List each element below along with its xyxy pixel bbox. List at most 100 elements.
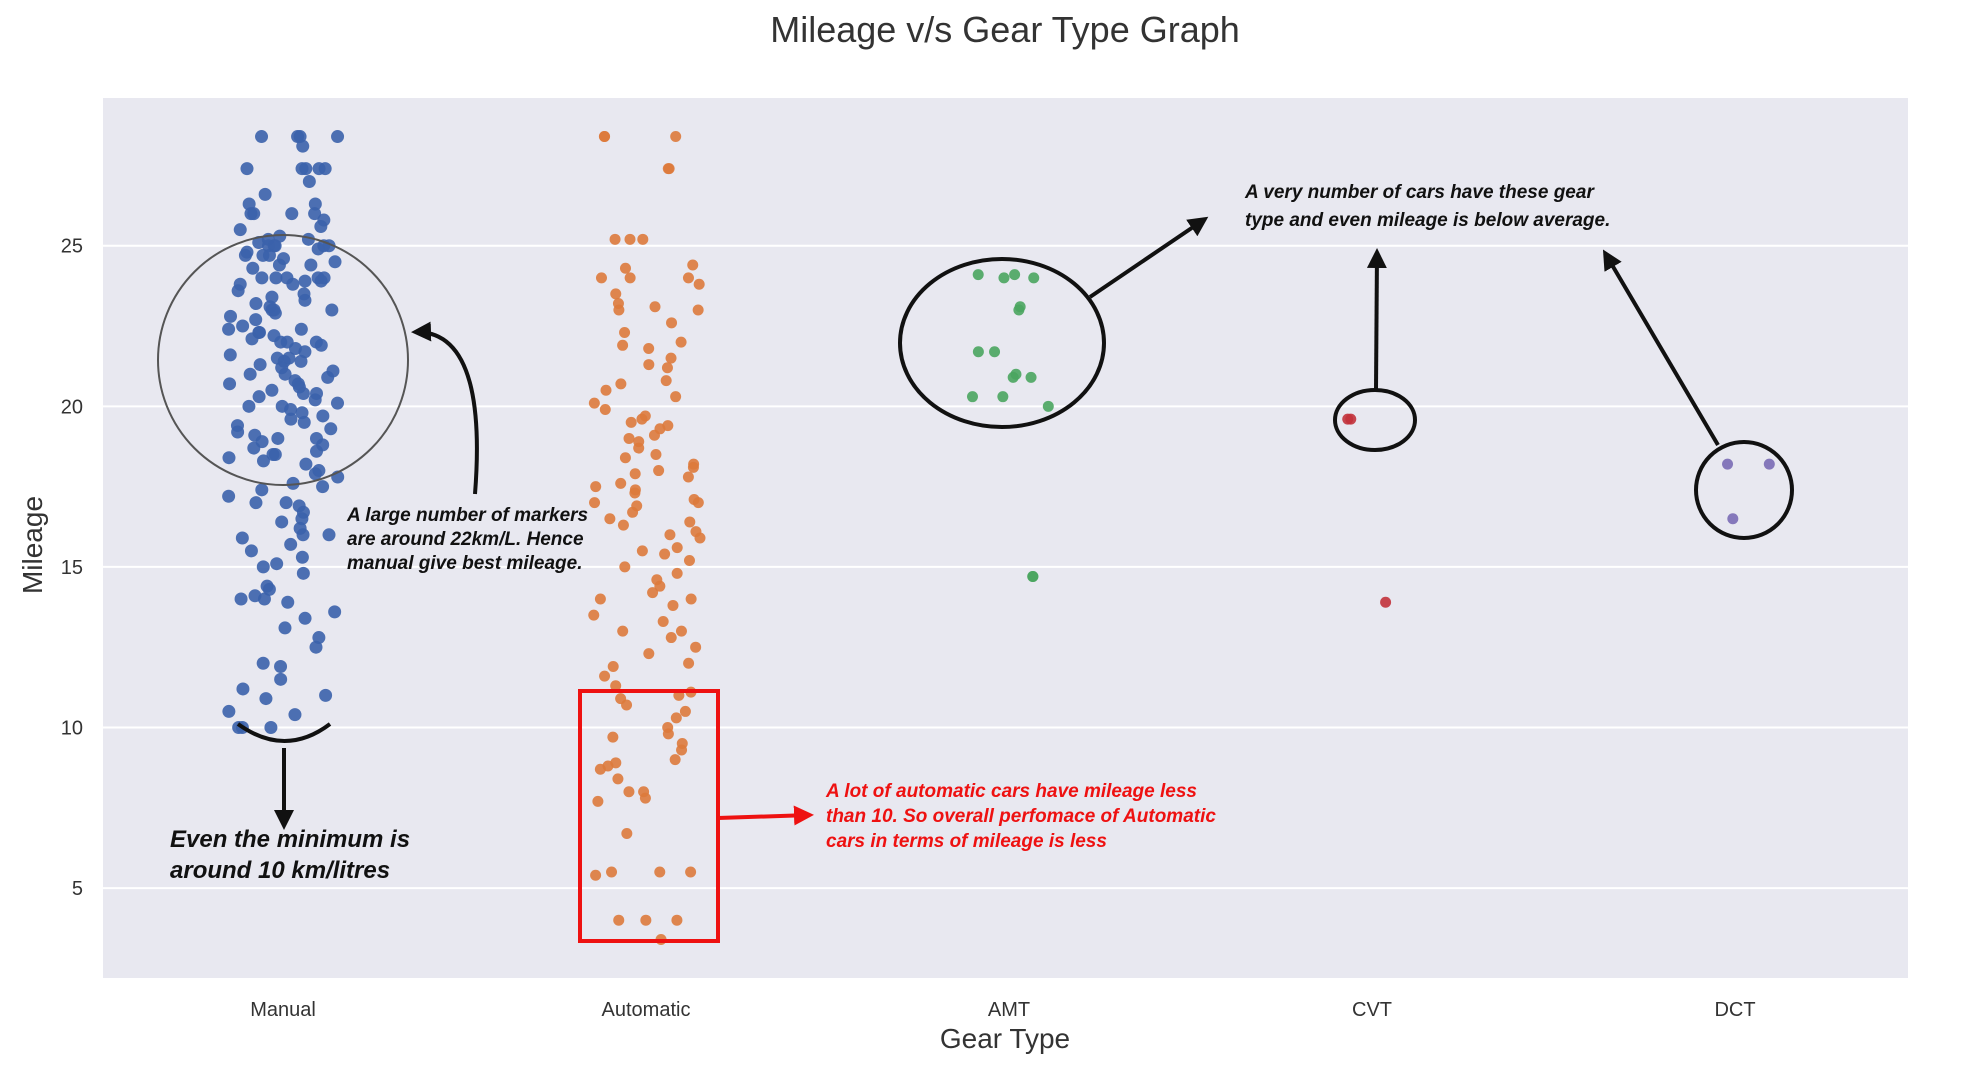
data-point-automatic (693, 278, 705, 290)
data-point-amt (966, 391, 978, 403)
data-point-manual (330, 396, 344, 410)
data-point-automatic (599, 131, 611, 143)
data-point-manual (331, 130, 345, 144)
data-point-automatic (684, 516, 696, 528)
data-point-manual (274, 672, 288, 686)
data-point-manual (310, 444, 324, 458)
data-point-automatic (636, 413, 648, 425)
data-point-manual (285, 207, 299, 221)
rare-gear-note-line-1: A very number of cars have these gear (1244, 182, 1595, 203)
data-point-manual (252, 236, 266, 250)
data-point-automatic (648, 429, 660, 441)
data-point-manual (278, 367, 292, 381)
data-point-automatic (621, 699, 633, 711)
data-point-automatic (639, 792, 651, 804)
data-point-automatic (657, 616, 669, 628)
data-point-amt (1027, 571, 1039, 583)
data-point-manual (255, 130, 269, 144)
plot-area (103, 98, 1908, 978)
manual-note: A large number of markers are around 22k… (346, 505, 593, 574)
data-point-automatic (670, 131, 682, 143)
data-point-automatic (589, 497, 601, 509)
data-point-manual (222, 704, 236, 718)
data-point-manual (304, 258, 318, 272)
manual-note-line-1: A large number of markers (346, 505, 588, 526)
data-point-manual (268, 239, 282, 253)
data-point-automatic (615, 378, 627, 390)
data-point-manual (245, 332, 259, 346)
data-point-automatic (623, 786, 635, 798)
data-point-manual (231, 425, 245, 439)
data-point-manual (242, 399, 256, 413)
data-point-manual (243, 367, 257, 381)
data-point-manual (222, 489, 236, 503)
data-point-manual (268, 447, 282, 461)
automatic-note-line-1: A lot of automatic cars have mileage les… (825, 781, 1197, 802)
data-point-automatic (588, 397, 600, 409)
data-point-manual (265, 290, 279, 304)
data-point-manual (256, 560, 270, 574)
data-point-automatic (685, 593, 697, 605)
data-point-amt (972, 346, 984, 358)
data-point-manual (325, 303, 339, 317)
automatic-note-line-2: than 10. So overall perfomace of Automat… (826, 806, 1216, 827)
data-point-manual (296, 386, 310, 400)
data-point-manual (294, 322, 308, 336)
data-point-manual (235, 531, 249, 545)
data-point-manual (279, 496, 293, 510)
data-point-automatic (690, 641, 702, 653)
data-point-automatic (617, 339, 629, 351)
minimum-note-line-2: around 10 km/litres (170, 857, 390, 884)
data-point-automatic (643, 343, 655, 355)
data-point-automatic (670, 712, 682, 724)
data-point-automatic (654, 866, 666, 878)
data-point-manual (252, 390, 266, 404)
data-point-manual (308, 197, 322, 211)
data-point-manual (242, 197, 256, 211)
data-point-automatic (671, 914, 683, 926)
data-point-manual (314, 338, 328, 352)
y-tick-label: 20 (61, 396, 83, 418)
minimum-bracket (236, 722, 332, 743)
data-point-manual (224, 309, 238, 323)
data-point-amt (1007, 371, 1019, 383)
data-point-manual (234, 592, 248, 606)
x-tick-label: CVT (1352, 999, 1392, 1021)
data-point-automatic (667, 599, 679, 611)
data-point-manual (308, 393, 322, 407)
data-point-automatic (682, 471, 694, 483)
x-tick-label: Automatic (602, 999, 691, 1021)
data-points (222, 130, 1775, 945)
data-point-automatic (670, 391, 682, 403)
data-point-amt (972, 269, 984, 281)
data-point-automatic (617, 519, 629, 531)
data-point-automatic (664, 529, 676, 541)
data-point-manual (316, 409, 330, 423)
data-point-manual (314, 274, 328, 288)
data-point-manual (238, 248, 252, 262)
data-point-manual (258, 187, 272, 201)
dct-highlight-circle (1694, 440, 1794, 540)
amt-highlight-circle (898, 257, 1106, 429)
data-point-automatic (647, 587, 659, 599)
automatic-note: A lot of automatic cars have mileage les… (825, 781, 1221, 852)
data-point-manual (319, 688, 333, 702)
data-point-automatic (619, 262, 631, 274)
y-tick-label: 5 (72, 878, 83, 900)
data-point-manual (240, 162, 254, 176)
data-point-manual (222, 451, 236, 465)
data-point-manual (322, 528, 336, 542)
data-point-automatic (665, 352, 677, 364)
data-point-automatic (662, 728, 674, 740)
data-point-amt (1013, 304, 1025, 316)
data-point-automatic (588, 609, 600, 621)
data-point-automatic (650, 448, 662, 460)
data-point-manual (321, 370, 335, 384)
data-point-automatic (640, 914, 652, 926)
data-point-manual (259, 692, 273, 706)
automatic-note-line-3: cars in terms of mileage is less (826, 831, 1107, 852)
data-point-automatic (637, 233, 649, 245)
data-point-automatic (636, 545, 648, 557)
data-point-manual (233, 223, 247, 237)
data-point-amt (1025, 371, 1037, 383)
